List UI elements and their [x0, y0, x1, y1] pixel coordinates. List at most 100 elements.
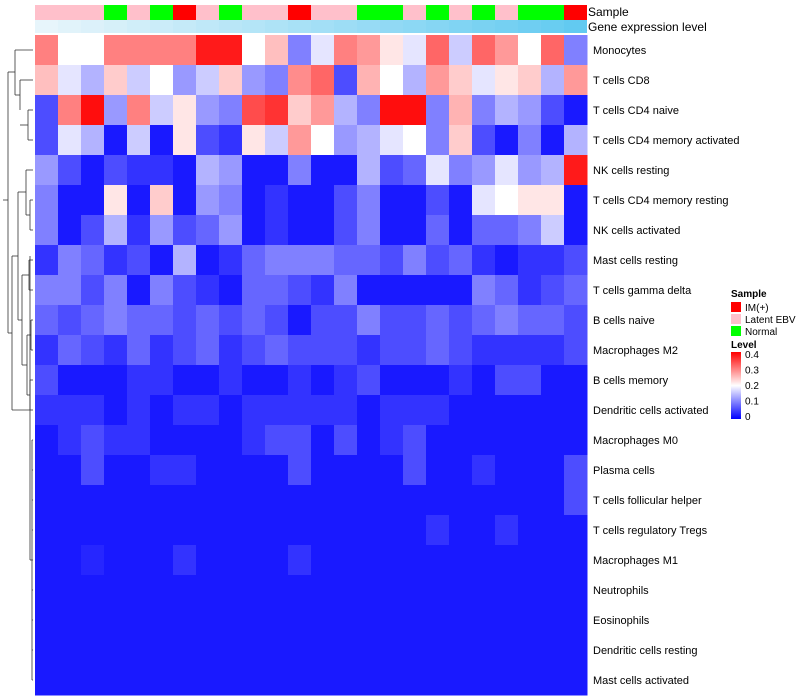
heatmap-cell	[196, 365, 220, 396]
heatmap-cell	[472, 35, 496, 66]
heatmap-cell	[518, 335, 542, 366]
heatmap-cell	[150, 395, 174, 426]
heatmap-cell	[449, 125, 473, 156]
heatmap-cell	[35, 635, 59, 666]
heatmap-cell	[173, 95, 197, 126]
heatmap-cell	[495, 425, 519, 456]
heatmap-cell	[288, 665, 312, 696]
heatmap-cell	[564, 395, 588, 426]
heatmap-cell	[288, 365, 312, 396]
heatmap-cell	[127, 95, 151, 126]
heatmap-cell	[219, 635, 243, 666]
heatmap-cell	[403, 305, 427, 336]
heatmap-cell	[265, 515, 289, 546]
heatmap-cell	[150, 365, 174, 396]
sample-annotation-bar	[35, 5, 587, 20]
heatmap-cell	[426, 65, 450, 96]
heatmap-cell	[104, 665, 128, 696]
heatmap-cell	[518, 245, 542, 276]
heatmap-cell	[58, 575, 82, 606]
heatmap-cell	[219, 455, 243, 486]
heatmap-cell	[81, 665, 105, 696]
heatmap-cell	[81, 95, 105, 126]
heatmap-cell	[196, 455, 220, 486]
heatmap-cell	[265, 155, 289, 186]
heatmap-cell	[196, 485, 220, 516]
heatmap-cell	[104, 275, 128, 306]
heatmap-cell	[35, 665, 59, 696]
heatmap-cell	[449, 455, 473, 486]
heatmap-cell	[219, 365, 243, 396]
heatmap-cell	[518, 545, 542, 576]
heatmap-cell	[81, 335, 105, 366]
heatmap-cell	[334, 245, 358, 276]
heatmap-cell	[357, 425, 381, 456]
heatmap-cell	[426, 575, 450, 606]
heatmap-cell	[380, 395, 404, 426]
heatmap-cell	[265, 605, 289, 636]
heatmap-cell	[81, 455, 105, 486]
heatmap-cell	[311, 125, 335, 156]
legend-sample-label: IM(+)	[745, 303, 769, 314]
heatmap-cell	[541, 365, 565, 396]
heatmap-cell	[472, 455, 496, 486]
heatmap-cell	[564, 245, 588, 276]
heatmap-cell	[265, 485, 289, 516]
heatmap-cell	[357, 35, 381, 66]
heatmap-cell	[357, 335, 381, 366]
heatmap-cell	[35, 275, 59, 306]
sample-annotation-label: Sample	[588, 5, 629, 19]
heatmap-cell	[357, 215, 381, 246]
heatmap-cell	[58, 455, 82, 486]
legend-level-title: Level	[731, 340, 757, 351]
heatmap-cell	[35, 425, 59, 456]
heatmap-cell	[311, 305, 335, 336]
heatmap-cell	[288, 65, 312, 96]
heatmap-cell	[472, 155, 496, 186]
heatmap-cell	[472, 365, 496, 396]
sample-annotation-cell	[541, 5, 564, 20]
gene-expression-annotation-cell	[564, 20, 587, 33]
heatmap-cell	[334, 95, 358, 126]
heatmap-cell	[242, 575, 266, 606]
legend-sample-swatch	[731, 326, 741, 336]
heatmap-cell	[426, 635, 450, 666]
sample-annotation-cell	[472, 5, 495, 20]
heatmap-cell	[150, 485, 174, 516]
row-label: B cells memory	[593, 375, 669, 387]
heatmap-cell	[81, 635, 105, 666]
heatmap-cell	[196, 635, 220, 666]
heatmap-cell	[357, 515, 381, 546]
heatmap-cell	[81, 65, 105, 96]
heatmap-cell	[242, 545, 266, 576]
heatmap-cell	[219, 305, 243, 336]
heatmap-cell	[127, 665, 151, 696]
heatmap-cell	[403, 335, 427, 366]
heatmap-cell	[127, 275, 151, 306]
heatmap-cell	[173, 245, 197, 276]
heatmap-cell	[380, 425, 404, 456]
heatmap-cell	[518, 125, 542, 156]
heatmap-cell	[58, 545, 82, 576]
heatmap-cell	[58, 275, 82, 306]
heatmap-cell	[81, 305, 105, 336]
heatmap-cell	[403, 245, 427, 276]
heatmap-cell	[449, 35, 473, 66]
row-label: T cells CD4 memory activated	[593, 135, 740, 147]
heatmap-cell	[288, 125, 312, 156]
heatmap-cell	[58, 365, 82, 396]
heatmap-cell	[403, 665, 427, 696]
heatmap-cell	[104, 425, 128, 456]
heatmap-cell	[449, 185, 473, 216]
gene-expression-annotation-bar	[35, 20, 587, 33]
heatmap-cell	[311, 185, 335, 216]
heatmap-cell	[426, 245, 450, 276]
heatmap-cell	[518, 605, 542, 636]
gene-expression-annotation-cell	[426, 20, 449, 33]
heatmap-cell	[58, 515, 82, 546]
heatmap-cell	[196, 425, 220, 456]
heatmap-cell	[265, 125, 289, 156]
heatmap-cell	[311, 365, 335, 396]
heatmap-cell	[219, 515, 243, 546]
heatmap-cell	[449, 485, 473, 516]
